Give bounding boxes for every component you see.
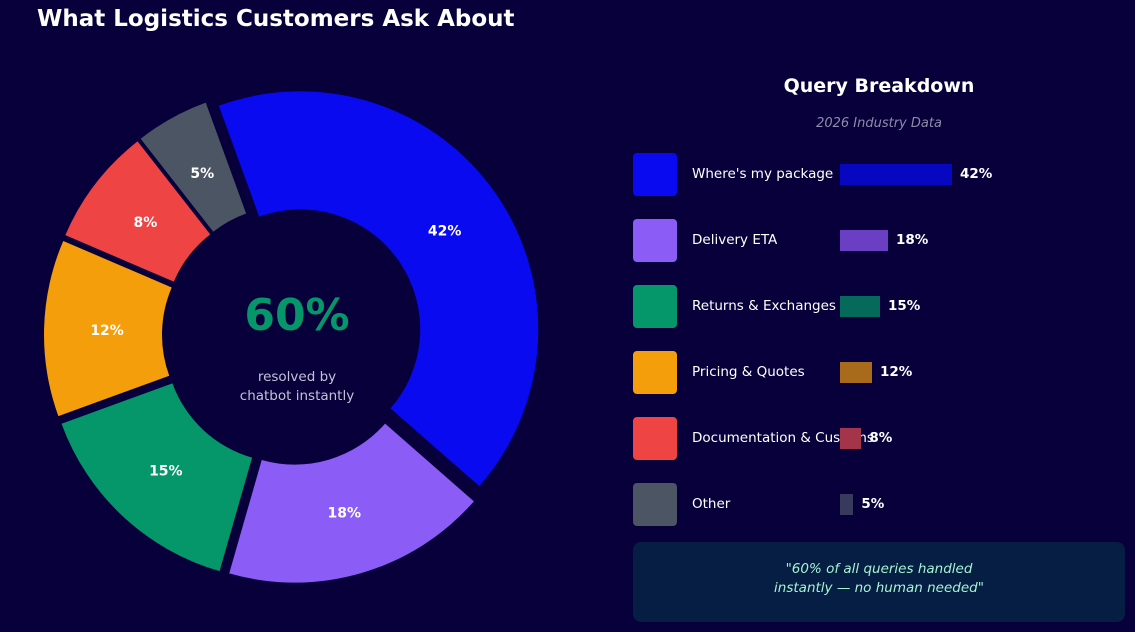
panel-subtitle: 2026 Industry Data: [816, 116, 942, 131]
legend-swatch: [633, 417, 677, 460]
slice-label-where-s-my-package: 42%: [428, 223, 462, 239]
center-percentage: 60%: [244, 290, 349, 341]
slice-label-pricing-quotes: 12%: [90, 323, 124, 339]
legend-percentage: 12%: [880, 364, 913, 380]
legend-label: Returns & Exchanges: [692, 298, 836, 314]
slice-pricing-quotes: [44, 240, 172, 417]
legend-percentage: 42%: [960, 166, 993, 182]
legend-row-other: Other 5%: [633, 483, 1133, 527]
legend-label: Where's my package: [692, 166, 834, 182]
legend-swatch: [633, 153, 677, 196]
legend-percentage: 15%: [888, 298, 921, 314]
slice-label-other: 5%: [190, 166, 214, 182]
legend-label: Delivery ETA: [692, 232, 778, 248]
quote-box: "60% of all queries handled instantly — …: [633, 542, 1125, 622]
slice-returns-exchanges: [61, 383, 253, 572]
legend-row-where-s-my-package: Where's my package 42%: [633, 153, 1133, 197]
legend-swatch: [633, 351, 677, 394]
legend-row-returns-exchanges: Returns & Exchanges 15%: [633, 285, 1133, 329]
legend-bar: [840, 362, 872, 383]
legend-percentage: 5%: [861, 496, 885, 512]
legend-bar: [840, 296, 880, 317]
donut-chart: 42% 18% 15% 12% 8% 5% 60% resolved by chatbot …: [44, 91, 539, 583]
legend-row-pricing-quotes: Pricing & Quotes 12%: [633, 351, 1133, 395]
legend-bar: [840, 164, 952, 185]
panel-title: Query Breakdown: [783, 75, 975, 97]
legend-swatch: [633, 285, 677, 328]
legend-swatch: [633, 483, 677, 526]
slice-label-documentation-customs: 8%: [134, 215, 158, 231]
legend-label: Other: [692, 496, 731, 512]
legend-label: Documentation & Customs: [692, 430, 874, 446]
legend-percentage: 8%: [869, 430, 893, 446]
legend-bar: [840, 428, 862, 449]
legend-bar: [840, 494, 854, 515]
slice-where-s-my-package: [218, 91, 539, 487]
donut-slices: [44, 91, 539, 583]
legend-row-delivery-eta: Delivery ETA 18%: [633, 219, 1133, 263]
quote-text: "60% of all queries handled instantly — …: [774, 561, 984, 596]
legend-swatch: [633, 219, 677, 262]
chart-title: What Logistics Customers Ask About: [37, 6, 515, 32]
legend-percentage: 18%: [896, 232, 929, 248]
slice-other: [140, 102, 247, 232]
slice-documentation-customs: [65, 141, 211, 282]
center-caption-line: resolved by: [258, 369, 336, 385]
legend-row-documentation-customs: Documentation & Customs 8%: [633, 417, 1133, 461]
center-caption-line: chatbot instantly: [240, 388, 354, 404]
legend-label: Pricing & Quotes: [692, 364, 805, 380]
slice-delivery-eta: [229, 423, 474, 583]
slice-label-returns-exchanges: 15%: [149, 463, 183, 479]
legend-bar: [840, 230, 888, 251]
center-caption: resolved by chatbot instantly: [240, 369, 354, 404]
donut-slice-labels: 42% 18% 15% 12% 8% 5%: [90, 166, 461, 521]
slice-label-delivery-eta: 18%: [327, 505, 361, 521]
